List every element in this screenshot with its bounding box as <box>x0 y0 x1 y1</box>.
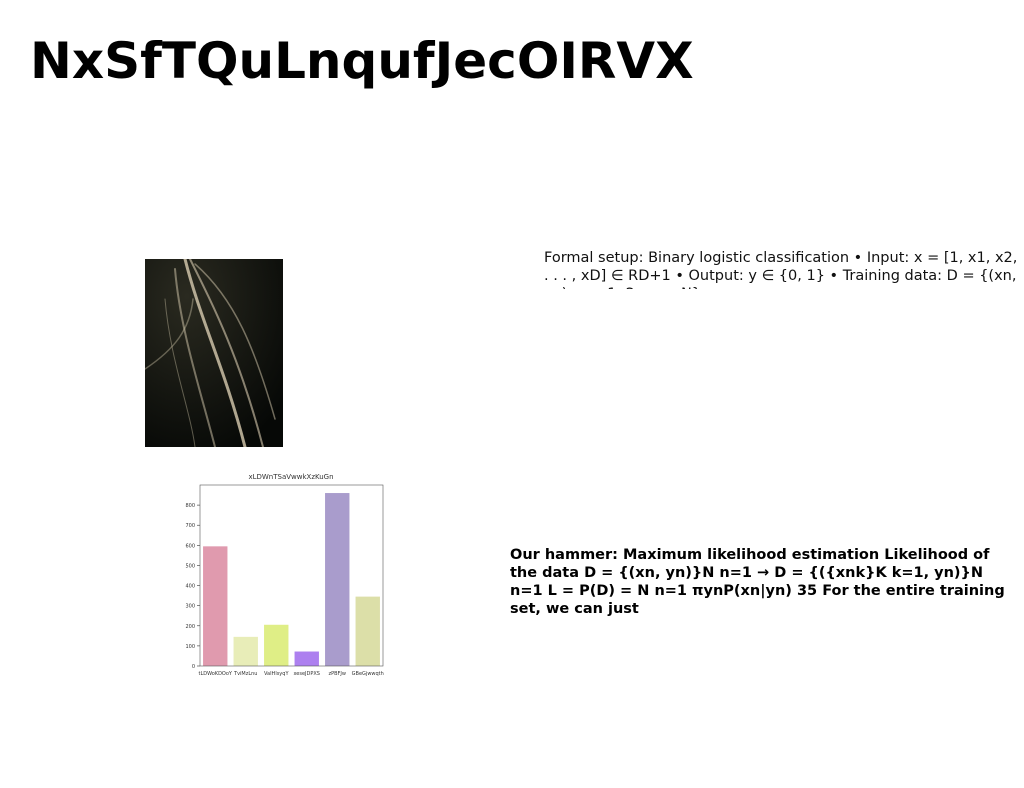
x-tick-label: GBeGjwwqth <box>352 671 384 677</box>
y-tick-label: 800 <box>185 503 195 509</box>
text-block: Formal setup: Binary logistic classifica… <box>544 250 1018 289</box>
y-tick-label: 500 <box>185 563 195 569</box>
y-tick-label: 0 <box>192 664 195 670</box>
bar-chart: xLDWnTSaVwwkXzKuGn 0 100 200 300 400 500 600 70… <box>185 473 384 677</box>
x-tick-label: TviMzLnu <box>233 671 257 677</box>
x-tick-label: zPBFJw <box>328 671 346 677</box>
bar <box>294 651 319 666</box>
bar <box>355 596 380 666</box>
bar <box>264 624 289 666</box>
slide-title: NxSfTQuLnqufJecOIRVX <box>30 32 694 90</box>
y-tick-label: 700 <box>185 523 195 529</box>
bar <box>233 636 258 666</box>
y-tick-label: 100 <box>185 644 195 650</box>
y-tick-label: 400 <box>185 584 195 590</box>
x-tick-label: tLDWoKDOoY <box>199 671 233 677</box>
y-tick-label: 600 <box>185 543 195 549</box>
y-tick-label: 300 <box>185 604 195 610</box>
bar <box>203 546 228 666</box>
x-tick-label: xeseJDPXS <box>293 671 320 677</box>
y-tick-label: 200 <box>185 624 195 630</box>
plot-frame <box>199 484 384 667</box>
chart-title: xLDWnTSaVwwkXzKuGn <box>248 473 333 481</box>
bar <box>325 493 350 666</box>
text-block: Our hammer: Maximum likelihood estimatio… <box>510 547 1005 617</box>
x-tick-label: VaIHlsyqY <box>264 671 289 677</box>
abstract-image <box>145 259 283 447</box>
